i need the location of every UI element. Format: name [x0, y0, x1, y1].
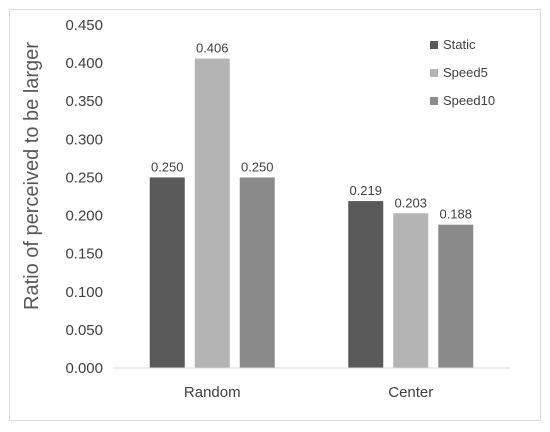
- x-category-label: Center: [388, 384, 433, 401]
- legend-swatch-static: [430, 41, 438, 49]
- bar-static-center: [348, 201, 384, 368]
- bars: [149, 58, 474, 368]
- legend: Static Speed5 Speed10: [430, 37, 495, 108]
- data-label: 0.203: [394, 195, 427, 210]
- data-label: 0.188: [439, 207, 472, 222]
- legend-label: Static: [443, 37, 476, 52]
- legend-swatch-speed10: [430, 97, 438, 105]
- bar-speed10-center: [438, 224, 474, 368]
- y-tick-label: 0.150: [65, 246, 103, 263]
- data-label: 0.219: [349, 183, 382, 198]
- bar-speed5-random: [194, 58, 230, 368]
- bar-static-random: [149, 177, 185, 368]
- y-tick-label: 0.250: [65, 169, 103, 186]
- legend-label: Speed5: [443, 65, 488, 80]
- bar-speed5-center: [393, 213, 429, 368]
- y-axis-label: Ratio of perceived to be larger: [21, 42, 43, 310]
- x-axis-categories: Random Center: [184, 384, 433, 401]
- y-axis-ticks: 0.000 0.050 0.100 0.150 0.200 0.250 0.300 0.350…: [65, 17, 103, 377]
- y-tick-label: 0.450: [65, 17, 103, 34]
- x-category-label: Random: [184, 384, 241, 401]
- data-labels: 0.250 0.406 0.250 0.219 0.203 0.188: [151, 41, 472, 222]
- data-label: 0.250: [151, 159, 184, 174]
- y-tick-label: 0.000: [65, 360, 103, 377]
- y-tick-label: 0.350: [65, 93, 103, 110]
- y-tick-label: 0.050: [65, 322, 103, 339]
- data-label: 0.406: [196, 41, 229, 56]
- y-tick-label: 0.100: [65, 284, 103, 301]
- y-tick-label: 0.200: [65, 208, 103, 225]
- legend-label: Speed10: [443, 93, 495, 108]
- legend-swatch-speed5: [430, 69, 438, 77]
- y-tick-label: 0.400: [65, 55, 103, 72]
- y-tick-label: 0.300: [65, 131, 103, 148]
- data-label: 0.250: [241, 159, 274, 174]
- bar-speed10-random: [239, 177, 275, 368]
